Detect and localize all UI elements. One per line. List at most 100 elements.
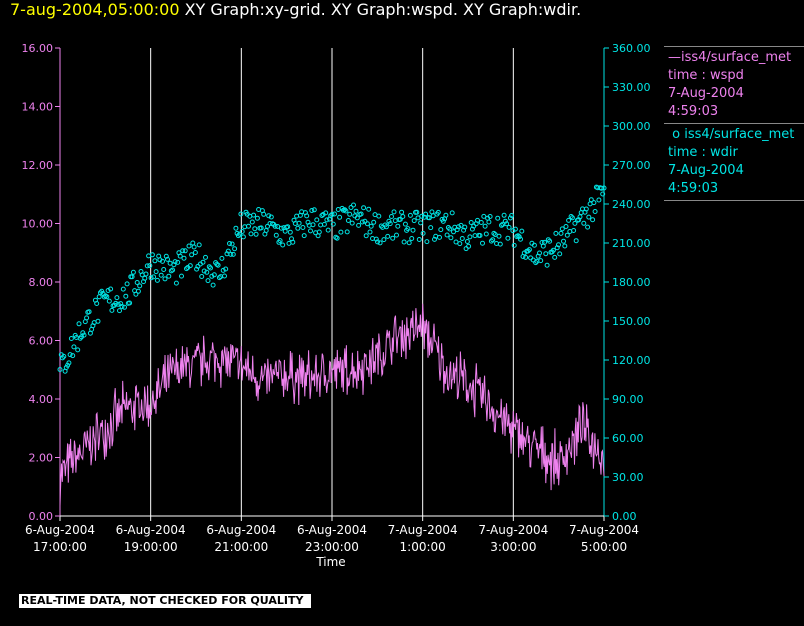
- wdir-point: [568, 214, 574, 219]
- y-right-tick-label: 150.00: [612, 315, 651, 328]
- wdir-point: [533, 260, 539, 266]
- wdir-point: [248, 231, 254, 237]
- wdir-point: [57, 367, 63, 372]
- wdir-point: [154, 277, 160, 283]
- wdir-point: [516, 234, 522, 240]
- wdir-point: [149, 252, 155, 258]
- wdir-point: [537, 250, 542, 256]
- wdir-point: [367, 229, 373, 235]
- header-titles: XY Graph:xy-grid. XY Graph:wspd. XY Grap…: [184, 0, 582, 19]
- wdir-point: [70, 353, 76, 359]
- wdir-point: [287, 229, 293, 235]
- wdir-point: [220, 267, 226, 273]
- legend-entry-wspd: —iss4/surface_met time : wspd 7-Aug-2004…: [664, 47, 804, 123]
- wdir-point: [486, 219, 492, 225]
- wdir-point: [71, 344, 77, 350]
- wdir-point: [410, 227, 416, 233]
- wdir-point: [273, 232, 279, 238]
- wdir-point: [419, 213, 425, 219]
- wdir-point: [268, 214, 274, 220]
- y-right-tick-label: 120.00: [612, 354, 651, 367]
- wdir-point: [531, 242, 537, 248]
- wdir-point: [301, 233, 307, 239]
- wdir-point: [490, 237, 496, 243]
- wdir-point: [203, 254, 208, 260]
- wdir-point: [354, 215, 360, 221]
- wdir-point: [205, 278, 211, 284]
- wdir-point: [265, 223, 270, 229]
- wdir-point: [464, 239, 470, 244]
- x-tick-label-date: 6-Aug-2004: [297, 523, 367, 537]
- wdir-point: [558, 230, 564, 236]
- x-tick-label-date: 6-Aug-2004: [116, 523, 186, 537]
- wdir-point: [362, 218, 368, 224]
- wdir-point: [406, 240, 412, 246]
- wdir-point: [468, 220, 474, 225]
- wdir-point: [119, 304, 125, 309]
- wdir-point: [592, 209, 598, 214]
- wdir-point: [457, 241, 463, 247]
- wdir-point: [122, 304, 127, 310]
- wdir-point: [377, 240, 383, 246]
- wdir-point: [345, 218, 351, 223]
- y-right-tick-label: 0.00: [612, 510, 637, 523]
- wdir-point: [225, 248, 231, 254]
- wdir-point: [405, 226, 411, 232]
- wdir-point: [454, 227, 460, 233]
- wdir-point: [124, 281, 130, 287]
- y-left-tick-label: 2.00: [29, 452, 54, 465]
- wdir-point: [342, 207, 348, 213]
- wdir-point: [383, 224, 389, 230]
- legend-wspd-var: time : wspd: [668, 68, 744, 83]
- wdir-point: [397, 216, 403, 222]
- wdir-point: [251, 212, 257, 218]
- wdir-point: [95, 318, 101, 324]
- wdir-point: [201, 268, 207, 274]
- wdir-point: [448, 235, 454, 241]
- y-right-tick-label: 300.00: [612, 120, 651, 133]
- wdir-point: [414, 209, 420, 215]
- wdir-point: [239, 229, 245, 234]
- wdir-point: [227, 241, 232, 246]
- wdir-point: [482, 223, 488, 229]
- wdir-point: [182, 248, 188, 254]
- wdir-point: [296, 220, 302, 226]
- y-right-tick-label: 330.00: [612, 81, 651, 94]
- wdir-point: [258, 225, 264, 231]
- wdir-point: [562, 243, 568, 249]
- wdir-point: [106, 298, 112, 304]
- y-left-tick-label: 12.00: [22, 159, 54, 172]
- wdir-point: [329, 212, 335, 217]
- wdir-point: [316, 229, 322, 235]
- y-right-tick-label: 90.00: [612, 393, 644, 406]
- wdir-point: [480, 240, 485, 246]
- legend-wspd-source: iss4/surface_met: [681, 50, 792, 65]
- wdir-point: [170, 267, 176, 273]
- y-left-tick-label: 10.00: [22, 218, 54, 231]
- wdir-point: [423, 211, 429, 217]
- wdir-point: [505, 235, 511, 241]
- wdir-point: [180, 248, 186, 254]
- wdir-point: [314, 217, 320, 223]
- wdir-point: [511, 242, 517, 248]
- wdir-point: [194, 266, 200, 272]
- wdir-point: [127, 300, 133, 306]
- wdir-point: [572, 220, 578, 226]
- wdir-point: [252, 226, 258, 232]
- wdir-point: [512, 226, 518, 232]
- wdir-point: [261, 211, 267, 217]
- wdir-point: [487, 214, 493, 219]
- wdir-point: [123, 293, 129, 299]
- wdir-point: [428, 225, 434, 231]
- wdir-point: [507, 215, 513, 221]
- wdir-point: [160, 258, 165, 264]
- wdir-point: [272, 223, 278, 229]
- wdir-point: [135, 288, 141, 294]
- wdir-point: [101, 294, 107, 300]
- wdir-point: [447, 226, 453, 232]
- wdir-point: [61, 353, 67, 359]
- wdir-point: [233, 225, 239, 231]
- wdir-point: [175, 259, 181, 265]
- x-tick-label-time: 3:00:00: [490, 540, 536, 554]
- wdir-point: [601, 185, 607, 191]
